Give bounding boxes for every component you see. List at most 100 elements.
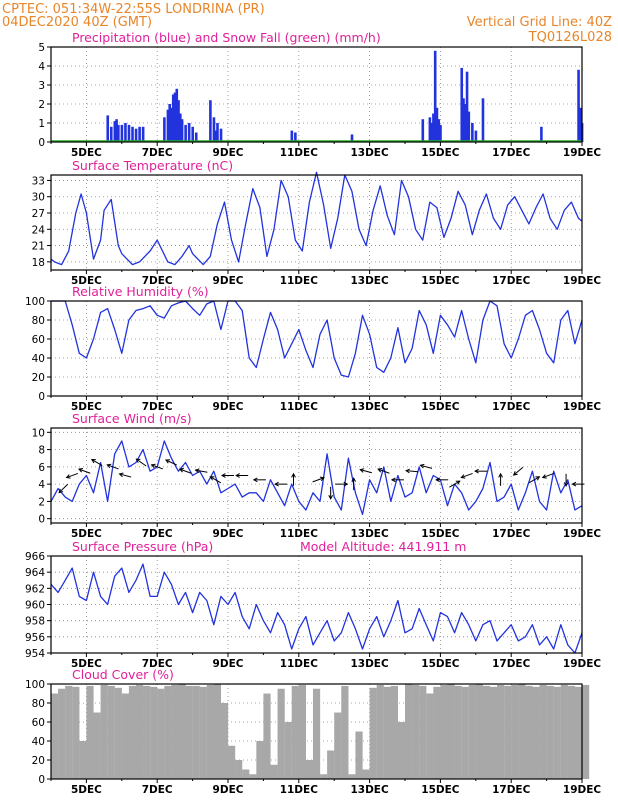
cloud-bar [397, 722, 406, 779]
x-tick-label: 19DEC [563, 784, 602, 796]
precip-bar [124, 123, 127, 142]
wind-arrow-shaft [107, 464, 119, 470]
x-tick-label: 15DEC [421, 275, 460, 287]
wind-arrow-head [194, 468, 200, 474]
precip-bar [209, 100, 212, 142]
cloud-bar [574, 686, 583, 779]
precip-bar [175, 88, 179, 142]
panel-frame-temperature [50, 174, 583, 271]
panel-precipitation: Precipitation (blue) and Snow Fall (gree… [38, 30, 601, 159]
cloud-bar [305, 760, 314, 779]
wind-arrow-shaft [66, 472, 79, 479]
y-tick-label: 21 [32, 241, 45, 253]
wind-arrow-head [118, 472, 124, 478]
wind-arrow-head [164, 459, 170, 464]
panel-frame-humidity [50, 300, 583, 397]
precip-bar [180, 119, 184, 142]
wind-arrow-head [209, 476, 215, 481]
y-tick-label: 954 [25, 648, 45, 660]
precip-bar [435, 107, 439, 142]
cloud-bar [213, 684, 222, 779]
x-tick-label: 13DEC [350, 147, 389, 159]
panel-title-cloud-cover: Cloud Cover (%) [72, 667, 174, 682]
precip-bar [579, 107, 582, 142]
cloud-bar [65, 685, 73, 779]
wind-arrow [65, 472, 79, 479]
panel-cloud-cover: Cloud Cover (%) 0 20 40 60 80 100 5DEC 7DEC 9DEC 1… [25, 667, 601, 796]
y-tick-label: 27 [32, 208, 45, 220]
cloud-bar [405, 684, 413, 779]
y-tick-label: 60 [32, 717, 45, 729]
x-tick-label: 11DEC [280, 658, 319, 670]
panel-title-temperature: Surface Temperature (nC) [72, 158, 233, 173]
y-tick-label: 966 [25, 551, 45, 563]
cloud-bar [369, 687, 377, 779]
precip-bar [117, 124, 120, 142]
x-tick-label: 9DEC [213, 658, 244, 670]
wind-arrow-shaft [195, 469, 208, 473]
x-tick-label: 7DEC [142, 528, 173, 540]
wind-arrow-head [65, 474, 71, 479]
y-tick-label: 2 [38, 99, 45, 111]
panels-group: Precipitation (blue) and Snow Fall (gree… [25, 30, 601, 796]
x-tick-label: 15DEC [421, 401, 460, 413]
cloud-bar [567, 685, 576, 779]
x-tick-label: 11DEC [280, 784, 319, 796]
precip-bar [109, 126, 113, 142]
precip-bar [179, 113, 182, 142]
cloud-bar [192, 685, 200, 779]
wind-arrow-shaft [377, 468, 390, 474]
precip-bar [214, 130, 218, 142]
header-line1: CPTEC: 051:34W-22:55S LONDRINA (PR) [2, 2, 265, 17]
y-tick-label: 4 [38, 479, 45, 491]
wind-arrow [78, 468, 91, 474]
cloud-bar [412, 684, 420, 779]
wind-arrow-shaft [210, 476, 222, 484]
panel-wind: Surface Wind (m/s) 0 2 4 6 8 10 5DEC 7DEC 9DEC 11D… [32, 411, 602, 540]
cloud-bar [362, 769, 370, 779]
wind-arrow [328, 486, 334, 500]
wind-arrow-shaft [420, 464, 433, 469]
panel-temperature: Surface Temperature (nC) 18 21 24 27 30 33 5DEC… [32, 158, 602, 287]
cloud-bar [539, 684, 547, 779]
precip-bar [120, 124, 124, 142]
precip-bar [184, 124, 187, 142]
precip-bar [350, 134, 354, 142]
wind-arrow [209, 476, 222, 484]
cloud-bar [320, 774, 328, 779]
y-tick-label: 0 [38, 137, 45, 149]
cloud-bar [51, 693, 59, 779]
cloud-bar [312, 688, 321, 779]
wind-arrow [235, 473, 249, 478]
cloud-bar [256, 741, 264, 779]
precip-bar [141, 126, 145, 142]
precip-bar [187, 123, 191, 142]
cloud-bar [100, 684, 108, 779]
wind-arrow-shaft [78, 468, 91, 474]
cloud-bar [475, 684, 483, 779]
precip-bar [216, 123, 219, 142]
wind-arrow [164, 459, 178, 466]
panel-frame-cloud-cover [50, 683, 583, 780]
cloud-bar [489, 686, 498, 779]
x-tick-label: 13DEC [350, 658, 389, 670]
x-tick-label: 13DEC [350, 784, 389, 796]
panel-pressure: Surface Pressure (hPa) Model Altitude: 44… [25, 539, 601, 670]
y-tick-label: 958 [25, 616, 45, 628]
cloud-bar [228, 745, 236, 779]
cloud-bar [497, 684, 505, 779]
cloud-bar [72, 686, 80, 779]
cloud-bar [433, 686, 441, 779]
wind-arrow-head [135, 458, 141, 463]
wind-arrow [312, 476, 325, 483]
cloud-bar [518, 684, 526, 779]
precip-bar [194, 132, 198, 142]
x-tick-label: 13DEC [350, 275, 389, 287]
wind-arrow-head [274, 481, 279, 487]
cloud-bar [206, 684, 214, 779]
wind-arrow-head [377, 468, 383, 473]
y-tick-label: 100 [25, 296, 45, 308]
x-tick-label: 17DEC [492, 147, 531, 159]
cloud-bar [157, 688, 165, 779]
precip-bar [113, 121, 117, 142]
